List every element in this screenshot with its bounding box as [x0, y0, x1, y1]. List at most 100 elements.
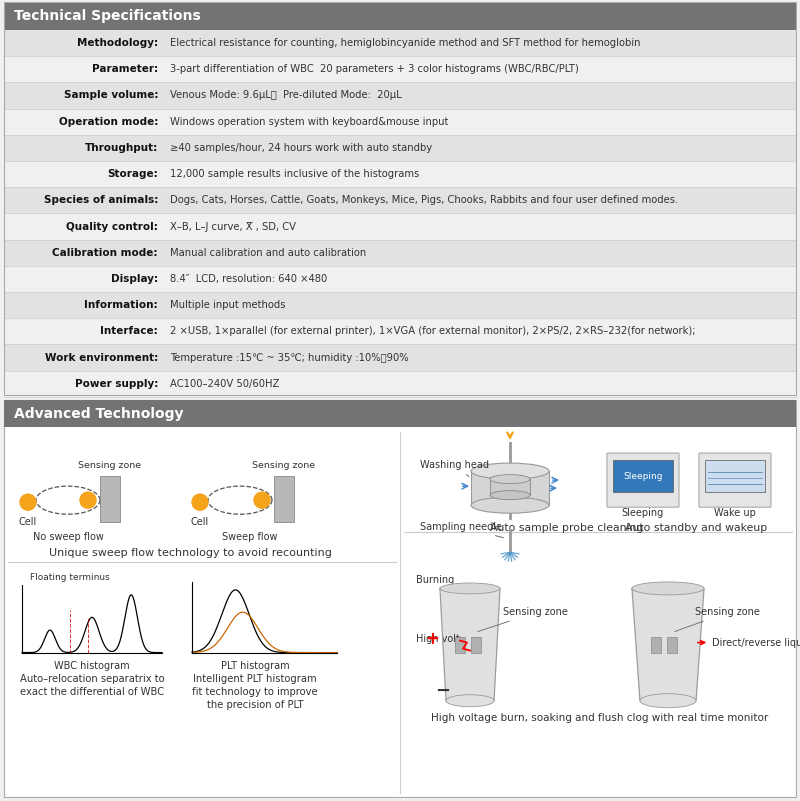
- Bar: [705, 460, 765, 492]
- Text: High volt.: High volt.: [416, 634, 463, 643]
- Text: Multiple input methods: Multiple input methods: [170, 300, 286, 310]
- Text: Auto–relocation separatrix to: Auto–relocation separatrix to: [20, 674, 164, 683]
- Bar: [4, 318, 796, 344]
- Text: Sensing zone: Sensing zone: [253, 461, 315, 470]
- Text: Cell: Cell: [191, 517, 209, 527]
- Bar: [274, 476, 294, 522]
- Text: Sensing zone: Sensing zone: [478, 607, 568, 632]
- Ellipse shape: [490, 491, 530, 500]
- Text: +: +: [425, 630, 439, 647]
- Bar: [4, 292, 796, 318]
- Bar: [4, 239, 796, 266]
- Circle shape: [80, 492, 96, 508]
- Text: ≥40 samples/hour, 24 hours work with auto standby: ≥40 samples/hour, 24 hours work with aut…: [170, 143, 432, 153]
- Text: PLT histogram: PLT histogram: [221, 661, 290, 670]
- Text: X–B, L–J curve, X̅ , SD, CV: X–B, L–J curve, X̅ , SD, CV: [170, 222, 296, 231]
- Circle shape: [192, 494, 208, 510]
- Text: Sensing zone: Sensing zone: [674, 607, 760, 632]
- Text: Unique sweep flow technology to avoid recounting: Unique sweep flow technology to avoid re…: [49, 549, 331, 558]
- Text: Wake up: Wake up: [714, 508, 756, 518]
- Bar: [4, 109, 796, 135]
- Text: 8.4″  LCD, resolution: 640 ×480: 8.4″ LCD, resolution: 640 ×480: [170, 274, 327, 284]
- Text: 12,000 sample results inclusive of the histograms: 12,000 sample results inclusive of the h…: [170, 169, 419, 179]
- Bar: [455, 637, 465, 653]
- Text: 3-part differentiation of WBC  20 parameters + 3 color histograms (WBC/RBC/PLT): 3-part differentiation of WBC 20 paramet…: [170, 64, 578, 74]
- Circle shape: [20, 494, 36, 510]
- Ellipse shape: [446, 694, 494, 706]
- Text: Parameter:: Parameter:: [92, 64, 158, 74]
- Ellipse shape: [471, 463, 549, 479]
- Bar: [651, 637, 661, 653]
- Text: Technical Specifications: Technical Specifications: [14, 9, 201, 23]
- Bar: [471, 471, 549, 505]
- Bar: [4, 187, 796, 213]
- Bar: [4, 83, 796, 109]
- Bar: [4, 266, 796, 292]
- Text: Washing head: Washing head: [420, 460, 489, 477]
- Circle shape: [254, 492, 270, 508]
- Text: Advanced Technology: Advanced Technology: [14, 407, 183, 421]
- Text: Information:: Information:: [84, 300, 158, 310]
- Text: Work environment:: Work environment:: [45, 352, 158, 363]
- Text: Sampling needle: Sampling needle: [420, 522, 503, 537]
- Text: Sample volume:: Sample volume:: [63, 91, 158, 100]
- Text: 2 ×USB, 1×parallel (for external printer), 1×VGA (for external monitor), 2×PS/2,: 2 ×USB, 1×parallel (for external printer…: [170, 326, 695, 336]
- Ellipse shape: [490, 475, 530, 484]
- Bar: [4, 56, 796, 83]
- Text: Venous Mode: 9.6μL，  Pre-diluted Mode:  20μL: Venous Mode: 9.6μL， Pre-diluted Mode: 20…: [170, 91, 402, 100]
- Text: Calibration mode:: Calibration mode:: [53, 248, 158, 258]
- Text: Power supply:: Power supply:: [74, 379, 158, 388]
- Text: Display:: Display:: [111, 274, 158, 284]
- Bar: [4, 400, 796, 427]
- Text: Sleeping: Sleeping: [623, 472, 662, 481]
- Bar: [100, 476, 120, 522]
- Text: Quality control:: Quality control:: [66, 222, 158, 231]
- Text: the precision of PLT: the precision of PLT: [206, 700, 303, 710]
- Bar: [4, 213, 796, 239]
- Bar: [490, 479, 530, 495]
- Text: Auto sample probe cleaning: Auto sample probe cleaning: [490, 523, 643, 533]
- Bar: [667, 637, 677, 653]
- Bar: [4, 2, 796, 30]
- Polygon shape: [440, 589, 500, 701]
- Text: Floating terminus: Floating terminus: [30, 574, 110, 582]
- Text: Methodology:: Methodology:: [77, 38, 158, 48]
- Text: WBC histogram: WBC histogram: [54, 661, 130, 670]
- Bar: [4, 371, 796, 397]
- Text: No sweep flow: No sweep flow: [33, 532, 103, 542]
- Text: Dogs, Cats, Horses, Cattle, Goats, Monkeys, Mice, Pigs, Chooks, Rabbits and four: Dogs, Cats, Horses, Cattle, Goats, Monke…: [170, 195, 678, 205]
- Text: Operation mode:: Operation mode:: [58, 117, 158, 127]
- Text: exact the differential of WBC: exact the differential of WBC: [20, 686, 164, 697]
- Text: Throughput:: Throughput:: [85, 143, 158, 153]
- Bar: [613, 460, 673, 492]
- Text: Sensing zone: Sensing zone: [78, 461, 142, 470]
- Text: High voltage burn, soaking and flush clog with real time monitor: High voltage burn, soaking and flush clo…: [431, 713, 769, 723]
- Text: Intelligent PLT histogram: Intelligent PLT histogram: [193, 674, 317, 683]
- Text: Auto standby and wakeup: Auto standby and wakeup: [625, 523, 767, 533]
- Text: Storage:: Storage:: [107, 169, 158, 179]
- Text: Manual calibration and auto calibration: Manual calibration and auto calibration: [170, 248, 366, 258]
- Ellipse shape: [632, 582, 704, 595]
- Text: Windows operation system with keyboard&mouse input: Windows operation system with keyboard&m…: [170, 117, 448, 127]
- Text: Sleeping: Sleeping: [622, 508, 664, 518]
- Ellipse shape: [440, 583, 500, 594]
- FancyBboxPatch shape: [607, 453, 679, 507]
- Text: AC100–240V 50/60HZ: AC100–240V 50/60HZ: [170, 379, 279, 388]
- Text: −: −: [435, 682, 450, 700]
- Bar: [4, 344, 796, 371]
- Bar: [4, 161, 796, 187]
- Text: fit technology to improve: fit technology to improve: [192, 686, 318, 697]
- Text: Temperature :15℃ ~ 35℃; humidity :10%～90%: Temperature :15℃ ~ 35℃; humidity :10%～90…: [170, 352, 409, 363]
- Text: Cell: Cell: [19, 517, 37, 527]
- Text: Direct/reverse liquid: Direct/reverse liquid: [698, 638, 800, 647]
- Text: Sweep flow: Sweep flow: [222, 532, 278, 542]
- Text: Burning: Burning: [416, 575, 454, 586]
- Bar: [4, 30, 796, 56]
- FancyBboxPatch shape: [699, 453, 771, 507]
- Polygon shape: [632, 589, 704, 701]
- Bar: [471, 637, 481, 653]
- Bar: [4, 135, 796, 161]
- Ellipse shape: [640, 694, 696, 708]
- Text: Species of animals:: Species of animals:: [44, 195, 158, 205]
- Text: Interface:: Interface:: [100, 326, 158, 336]
